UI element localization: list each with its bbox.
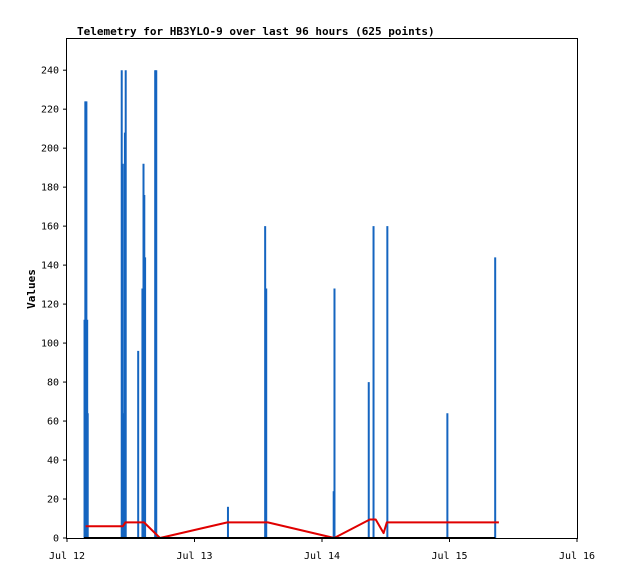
y-tick-label: 220 [41, 105, 59, 116]
series-layer [83, 70, 499, 539]
x-tick-label: Jul 12 [49, 551, 85, 562]
y-tick-label: 180 [41, 183, 59, 194]
y-tick-label: 60 [47, 417, 59, 428]
y-tick-label: 80 [47, 378, 59, 389]
plot-area [66, 38, 578, 539]
y-tick-label: 0 [53, 534, 59, 545]
y-tick-label: 240 [41, 66, 59, 77]
x-tick-label: Jul 15 [431, 551, 467, 562]
y-tick-label: 20 [47, 495, 59, 506]
x-tick-label: Jul 13 [176, 551, 212, 562]
y-tick-label: 120 [41, 300, 59, 311]
y-tick-label: 100 [41, 339, 59, 350]
y-tick-label: 200 [41, 144, 59, 155]
x-tick-label: Jul 16 [559, 551, 595, 562]
x-tick-label: Jul 14 [304, 551, 340, 562]
x-axis: Jul 12 Jul 13 Jul 14 Jul 15 Jul 16 [49, 538, 595, 562]
series-1-line [85, 518, 499, 539]
y-axis-label: Values [25, 269, 38, 309]
y-tick-label: 40 [47, 456, 59, 467]
chart-title: Telemetry for HB3YLO-9 over last 96 hour… [77, 25, 435, 38]
y-tick-label: 160 [41, 222, 59, 233]
y-axis: 0 20 40 60 80 100 120 140 160 180 200 220 240 [41, 66, 67, 545]
y-tick-label: 140 [41, 261, 59, 272]
